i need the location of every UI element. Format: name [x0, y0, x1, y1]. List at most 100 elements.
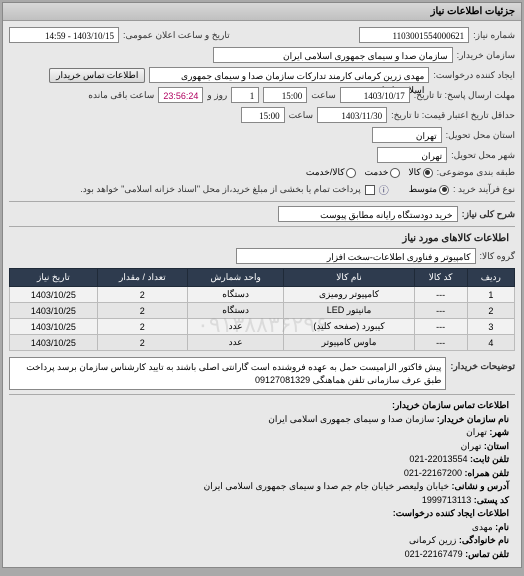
table-cell: 1403/10/25: [10, 335, 98, 351]
table-cell: 1: [467, 287, 514, 303]
req-creator-section: اطلاعات ایجاد کننده درخواست:: [393, 508, 509, 518]
description-box: پیش فاکتور الزامیست حمل به عهده فروشنده …: [9, 357, 446, 390]
buyer-field: سازمان صدا و سیمای جمهوری اسلامی ایران: [213, 47, 453, 63]
need-title-field: خرید دودستگاه رایانه مطابق پیوست: [278, 206, 458, 222]
budget-type-label: طبقه بندی موضوعی:: [437, 167, 515, 178]
contact-org: سازمان صدا و سیمای جمهوری اسلامی ایران: [268, 414, 434, 424]
panel-body: شماره نیاز: 1103001554000621 تاریخ و ساع…: [3, 21, 521, 567]
contact-org-label: نام سازمان خریدار:: [437, 414, 509, 424]
contact-addr-label: آدرس و نشانی:: [452, 481, 509, 491]
description-label: توضیحات خریدار:: [450, 357, 515, 372]
contact-province: تهران: [466, 427, 487, 437]
budget-radio-group: کالا خدمت کالا/خدمت: [306, 167, 433, 178]
contact-addr: خیابان ولیعصر خیابان جام جم صدا و سیمای …: [204, 481, 449, 491]
buyer-contact-button[interactable]: اطلاعات تماس خریدار: [49, 68, 145, 83]
col-qty: تعداد / مقدار: [97, 269, 187, 287]
contact-post-label: کد پستی:: [474, 495, 509, 505]
table-row: 4---ماوس کامپیوترعدد21403/10/25: [10, 335, 515, 351]
contact-tel-label: تلفن ثابت:: [470, 454, 509, 464]
table-row: 2---مانیتور LEDدستگاه21403/10/25: [10, 303, 515, 319]
days-remaining: 1: [231, 87, 259, 103]
contact-section: اطلاعات تماس سازمان خریدار: نام سازمان خ…: [9, 397, 515, 563]
contact-fax: 22167200-021: [404, 468, 462, 478]
announce-field: 1403/10/15 - 14:59: [9, 27, 119, 43]
countdown: 23:56:24: [158, 87, 203, 103]
table-cell: ---: [414, 303, 467, 319]
budget-opt-0[interactable]: کالا: [408, 167, 432, 178]
creator-label: ایجاد کننده درخواست:: [433, 70, 515, 81]
contact-phone-label: استان:: [484, 441, 509, 451]
goods-group-label: گروه کالا:: [480, 251, 515, 262]
budget-opt-1[interactable]: خدمت: [364, 167, 400, 178]
col-unit: واحد شمارش: [187, 269, 284, 287]
contact-post: 1999713113: [422, 495, 471, 505]
table-cell: 3: [467, 319, 514, 335]
radio-icon: [439, 185, 449, 195]
table-cell: 2: [97, 287, 187, 303]
delivery-province-label: استان محل تحویل:: [446, 130, 515, 141]
hour-label-1: ساعت: [311, 90, 336, 101]
creator-field: مهدی زرین کرمانی کارمند تدارکات سازمان ص…: [149, 67, 429, 83]
budget-opt-2[interactable]: کالا/خدمت: [306, 167, 357, 178]
panel-title: جزئیات اطلاعات نیاز: [3, 3, 521, 21]
need-title-label: شرح کلی نیاز:: [462, 209, 515, 220]
table-cell: 1403/10/25: [10, 303, 98, 319]
radio-icon: [390, 168, 400, 178]
details-panel: جزئیات اطلاعات نیاز شماره نیاز: 11030015…: [2, 2, 522, 568]
table-cell: مانیتور LED: [284, 303, 414, 319]
col-code: کد کالا: [414, 269, 467, 287]
table-cell: دستگاه: [187, 303, 284, 319]
col-date: تاریخ نیاز: [10, 269, 98, 287]
table-cell: 1403/10/25: [10, 287, 98, 303]
table-cell: 2: [97, 319, 187, 335]
contact-province-label: شهر:: [489, 427, 509, 437]
payment-opt-0[interactable]: متوسط: [409, 184, 449, 195]
table-cell: 1403/10/25: [10, 319, 98, 335]
info-icon: ⓘ: [379, 182, 389, 197]
table-cell: ماوس کامپیوتر: [284, 335, 414, 351]
contact-fax-label: تلفن همراه:: [464, 468, 509, 478]
table-cell: ---: [414, 319, 467, 335]
hour-label-2: ساعت: [289, 110, 314, 121]
table-cell: عدد: [187, 319, 284, 335]
credit-label: حداقل تاریخ اعتبار قیمت: تا تاریخ:: [391, 110, 515, 121]
table-row: 1---کامپیوتر رومیزیدستگاه21403/10/25: [10, 287, 515, 303]
table-cell: 2: [97, 335, 187, 351]
number-field: 1103001554000621: [359, 27, 469, 43]
credit-date: 1403/11/30: [317, 107, 387, 123]
days-remain-label: روز و: [207, 90, 227, 101]
contact-tel: 22013554-021: [409, 454, 467, 464]
table-cell: ---: [414, 335, 467, 351]
countdown-label: ساعت باقی مانده: [88, 90, 154, 101]
radio-icon: [346, 168, 356, 178]
contact-name: مهدی: [472, 522, 493, 532]
delivery-city: تهران: [377, 147, 447, 163]
announce-label: تاریخ و ساعت اعلان عمومی:: [123, 30, 230, 41]
deadline-resp-time: 15:00: [263, 87, 307, 103]
table-cell: 2: [97, 303, 187, 319]
table-cell: کیبورد (صفحه کلید): [284, 319, 414, 335]
credit-time: 15:00: [241, 107, 285, 123]
deadline-resp-date: 1403/10/17: [340, 87, 410, 103]
table-cell: 2: [467, 303, 514, 319]
col-row: ردیف: [467, 269, 514, 287]
goods-group-field: کامپیوتر و فناوری اطلاعات-سخت افزار: [236, 248, 476, 264]
contact-phone: تهران: [461, 441, 482, 451]
delivery-city-label: شهر محل تحویل:: [451, 150, 515, 161]
payment-note: پرداخت تمام یا بخشی از مبلغ خرید،از محل …: [80, 184, 360, 195]
contact-reqtel: 22167479-021: [405, 549, 463, 559]
goods-table: ردیف کد کالا نام کالا واحد شمارش تعداد /…: [9, 268, 515, 351]
payment-checkbox[interactable]: [365, 185, 375, 195]
contact-family-label: نام خانوادگی:: [459, 535, 509, 545]
payment-label: نوع فرآیند خرید :: [453, 184, 515, 195]
table-cell: ---: [414, 287, 467, 303]
buyer-label: سازمان خریدار:: [457, 50, 515, 61]
deadline-resp-label: مهلت ارسال پاسخ: تا تاریخ:: [414, 90, 515, 101]
contact-section-title: اطلاعات تماس سازمان خریدار:: [392, 400, 509, 410]
contact-reqtel-label: تلفن تماس:: [465, 549, 509, 559]
table-cell: عدد: [187, 335, 284, 351]
col-name: نام کالا: [284, 269, 414, 287]
contact-name-label: نام:: [495, 522, 509, 532]
number-label: شماره نیاز:: [473, 30, 515, 41]
table-cell: کامپیوتر رومیزی: [284, 287, 414, 303]
